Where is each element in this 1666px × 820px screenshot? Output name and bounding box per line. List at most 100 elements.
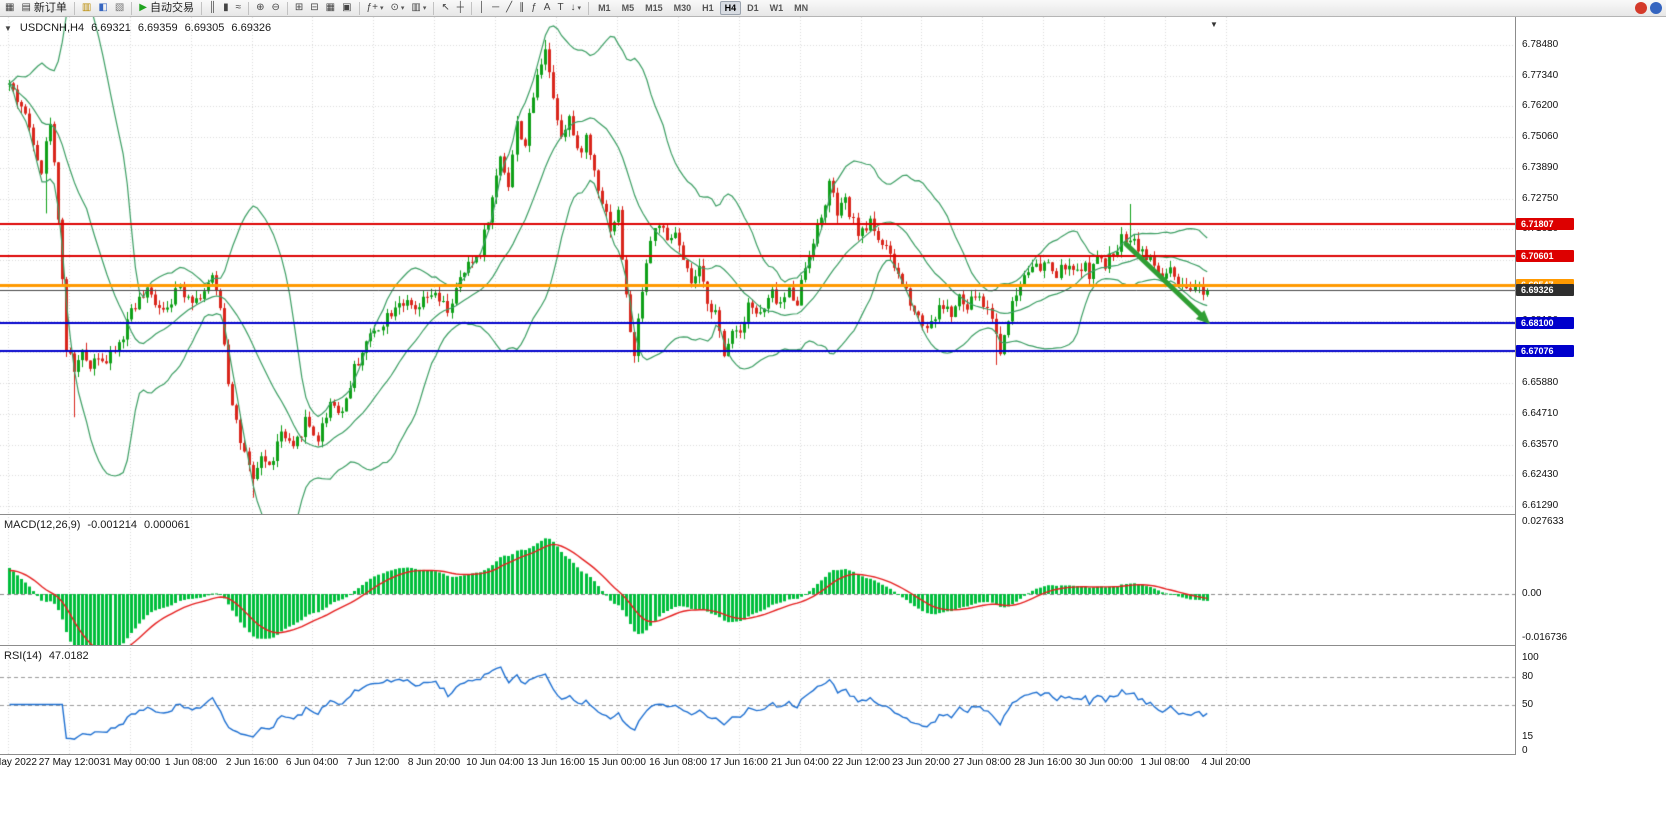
auto-trading-icon: ▶ [139, 2, 147, 13]
timeframe-h4[interactable]: H4 [719, 1, 742, 15]
toolbar: ▦ ▤ 新订单 ▥ ◧ ▧ ▶ 自动交易 ║ ▮ ≈ ⊕ ⊖ ⊞ ⊟ ▦ ▣ ƒ+ ▾ ⊙ ▾ ▥ ▾ ↖ ┼ │ ─ ╱ ∥ ƒ A T ↓ ▾… [0, 0, 1666, 17]
date-axis-label: 23 Jun 20:00 [892, 757, 950, 768]
horizontal-line-button[interactable]: ─ [489, 1, 502, 16]
bar-chart-icon: ║ [208, 2, 217, 13]
new-chart-button[interactable]: ▦ [2, 1, 17, 16]
zoom-out-button[interactable]: ⊖ [268, 1, 282, 16]
zoom-in-button[interactable]: ⊕ [253, 1, 267, 16]
new-order-button[interactable]: ▤ 新订单 [18, 1, 69, 16]
candlestick-chart-button[interactable]: ▮ [220, 1, 232, 16]
toolbar-separator [433, 1, 435, 15]
timeframe-mn[interactable]: MN [794, 3, 809, 13]
price-axis-label: 6.61290 [1522, 500, 1559, 511]
macd-panel-canvas[interactable] [0, 517, 1515, 645]
toolbar-separator [73, 1, 75, 15]
arrows-button[interactable]: ↓ ▾ [568, 1, 585, 16]
indicators-button[interactable]: ƒ+ ▾ [364, 1, 387, 16]
chart-close-value: 6.69326 [231, 22, 272, 34]
main-chart-canvas[interactable] [0, 17, 1515, 514]
new-order-icon: ▤ [21, 2, 31, 13]
chart-open-value: 6.69321 [91, 22, 131, 34]
macd-axis-label: 0.027633 [1522, 516, 1564, 527]
market-watch-button[interactable]: ▥ [79, 1, 94, 16]
rsi-panel-canvas[interactable] [0, 648, 1515, 754]
label-icon: T [557, 2, 564, 13]
help-icon[interactable] [1650, 2, 1662, 14]
arrows-button-caret[interactable]: ▾ [577, 5, 582, 12]
timeframe-m1[interactable]: M1 [598, 3, 611, 13]
crosshair-button[interactable]: ┼ [454, 1, 467, 16]
new-order-button-label: 新订单 [33, 1, 67, 14]
panel-separator-rsi[interactable] [0, 645, 1516, 646]
macd-axis-label: -0.016736 [1522, 632, 1568, 643]
price-tag: 6.68100 [1516, 317, 1574, 329]
timeframe-h1[interactable]: H1 [702, 3, 714, 13]
cursor-button[interactable]: ↖ [438, 1, 452, 16]
vertical-line-icon: │ [478, 2, 486, 13]
toolbar-separator [286, 1, 288, 15]
indicators-icon: ƒ+ [366, 2, 378, 13]
bar-chart-button[interactable]: ║ [206, 1, 219, 16]
date-axis-label: 1 Jul 08:00 [1140, 757, 1190, 768]
price-axis-label: 6.72750 [1522, 193, 1559, 204]
templates-icon: ▥ [411, 2, 421, 13]
timeframe-m5[interactable]: M5 [621, 3, 635, 13]
data-window-button[interactable]: ◧ [95, 1, 110, 16]
rsi-value: 47.0182 [48, 650, 89, 662]
community-icon[interactable] [1635, 2, 1647, 14]
date-axis-label: 27 May 12:00 [38, 757, 100, 768]
indicators-button-caret[interactable]: ▾ [379, 5, 384, 12]
templates-button-caret[interactable]: ▾ [422, 5, 427, 12]
vertical-line-button[interactable]: │ [476, 1, 488, 16]
rsi-axis-label: 15 [1522, 731, 1534, 742]
line-chart-button[interactable]: ≈ [233, 1, 245, 16]
toolbar-separator [358, 1, 360, 15]
timeframe-d1[interactable]: D1 [747, 3, 759, 13]
trendline-button[interactable]: ╱ [503, 1, 515, 16]
macd-name: MACD(12,26,9) [4, 519, 81, 531]
price-axis-label: 6.64710 [1522, 408, 1559, 419]
objects-list-icon: ▣ [342, 2, 352, 13]
timeframe-m30[interactable]: M30 [673, 3, 692, 13]
date-axis-label: 27 Jun 08:00 [953, 757, 1011, 768]
periods-button-caret[interactable]: ▾ [400, 5, 405, 12]
price-axis-label: 6.75060 [1522, 131, 1559, 142]
rsi-axis-label: 0 [1522, 745, 1528, 756]
arrange-windows-button[interactable]: ⊟ [307, 1, 321, 16]
navigator-button[interactable]: ▧ [112, 1, 127, 16]
fibonacci-button[interactable]: ƒ [528, 1, 540, 16]
tile-windows-button[interactable]: ⊞ [292, 1, 306, 16]
macd-axis-label: 0.00 [1522, 588, 1542, 599]
text-button[interactable]: A [541, 1, 554, 16]
one-click-trading-toggle[interactable]: ▼ [4, 23, 12, 33]
channel-button[interactable]: ∥ [516, 1, 527, 16]
grid-toggle-button[interactable]: ▦ [323, 1, 338, 16]
label-button[interactable]: T [554, 1, 566, 16]
toolbar-separator [200, 1, 202, 15]
price-tag: 6.67076 [1516, 345, 1574, 357]
navigator-icon: ▧ [114, 2, 125, 13]
chart-title: ▼ USDCNH,H4 6.69321 6.69359 6.69305 6.69… [4, 22, 271, 34]
fibonacci-icon: ƒ [531, 2, 537, 13]
arrows-icon: ↓ [570, 2, 576, 13]
current-price-tag: 6.69326 [1516, 284, 1574, 296]
auto-trading-button[interactable]: ▶ 自动交易 [136, 1, 197, 16]
panel-separator-macd[interactable] [0, 514, 1516, 515]
objects-list-button[interactable]: ▣ [339, 1, 354, 16]
templates-button[interactable]: ▥ ▾ [408, 1, 429, 16]
price-axis-label: 6.77340 [1522, 70, 1559, 81]
timeframe-w1[interactable]: W1 [769, 3, 784, 13]
rsi-axis-label: 100 [1522, 652, 1539, 663]
periods-icon: ⊙ [390, 2, 399, 13]
price-axis[interactable] [1515, 17, 1666, 755]
time-axis-separator [0, 754, 1516, 755]
zoom-in-icon: ⊕ [256, 2, 265, 13]
timeframe-m15[interactable]: M15 [645, 3, 663, 13]
rsi-name: RSI(14) [4, 650, 42, 662]
periods-button[interactable]: ⊙ ▾ [387, 1, 407, 16]
chart-shift-marker[interactable]: ▼ [1210, 20, 1218, 29]
date-axis-label: 7 Jun 12:00 [346, 757, 400, 768]
rsi-axis-label: 50 [1522, 699, 1534, 710]
date-axis-label: 13 Jun 16:00 [527, 757, 585, 768]
